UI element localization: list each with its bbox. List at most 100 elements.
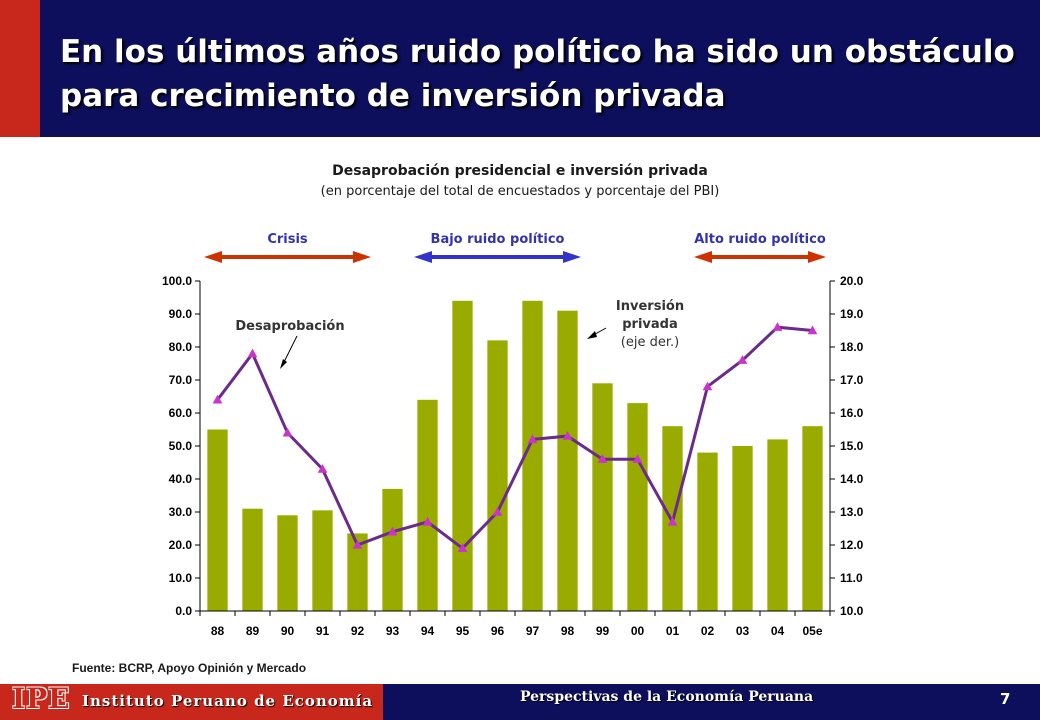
phase-arrow-right-head-0 bbox=[353, 251, 371, 263]
inversion-point-05e bbox=[807, 325, 818, 335]
left-tick-label: 70.0 bbox=[169, 373, 193, 387]
right-tick-label: 17.0 bbox=[840, 373, 864, 387]
inversion-point-94 bbox=[422, 516, 433, 526]
right-tick-label: 20.0 bbox=[840, 274, 864, 288]
x-tick-label: 99 bbox=[596, 624, 610, 638]
chart-subtitle: (en porcentaje del total de encuestados … bbox=[320, 184, 720, 199]
left-tick-label: 100.0 bbox=[162, 274, 192, 288]
phase-arrow-right-head-1 bbox=[563, 251, 581, 263]
right-tick-label: 15.0 bbox=[840, 439, 864, 453]
bar-00 bbox=[627, 403, 648, 611]
right-tick-label: 10.0 bbox=[840, 604, 864, 618]
right-tick-label: 13.0 bbox=[840, 505, 864, 519]
institute-name: Instituto Peruano de Economía bbox=[82, 692, 374, 710]
x-tick-label: 92 bbox=[351, 624, 365, 638]
inversion-point-89 bbox=[247, 348, 258, 358]
left-tick-label: 60.0 bbox=[169, 406, 193, 420]
left-tick-label: 40.0 bbox=[169, 472, 193, 486]
inversion-point-95 bbox=[457, 543, 468, 552]
x-tick-label: 88 bbox=[211, 624, 225, 638]
bar-90 bbox=[277, 515, 298, 611]
left-tick-label: 0.0 bbox=[175, 604, 192, 618]
phase-arrow-left-head-0 bbox=[204, 251, 222, 263]
page-number: 7 bbox=[1000, 690, 1011, 708]
bar-88 bbox=[207, 429, 228, 611]
annotation-inversion-3: (eje der.) bbox=[621, 335, 679, 350]
x-tick-label: 02 bbox=[701, 624, 715, 638]
inversion-point-90 bbox=[282, 427, 293, 437]
annotation-inversion-1: Inversión bbox=[616, 299, 684, 314]
slide-title: En los últimos años ruido político ha si… bbox=[60, 34, 1015, 114]
left-tick-label: 90.0 bbox=[169, 307, 193, 321]
left-tick-label: 50.0 bbox=[169, 439, 193, 453]
x-tick-label: 95 bbox=[456, 624, 470, 638]
bar-93 bbox=[382, 488, 403, 611]
x-tick-label: 98 bbox=[561, 624, 575, 638]
x-tick-label: 90 bbox=[281, 624, 295, 638]
phase-label-1: Bajo ruido político bbox=[431, 232, 565, 247]
phase-arrow-right-head-2 bbox=[808, 251, 826, 263]
inversion-point-98 bbox=[562, 431, 573, 440]
left-tick-label: 30.0 bbox=[169, 505, 193, 519]
inversion-line bbox=[216, 325, 813, 551]
x-tick-label: 89 bbox=[246, 624, 260, 638]
bar-96 bbox=[487, 340, 508, 611]
bar-92 bbox=[347, 533, 368, 611]
right-tick-label: 11.0 bbox=[840, 571, 863, 585]
right-tick-label: 18.0 bbox=[840, 340, 864, 354]
header-accent bbox=[0, 0, 40, 137]
x-tick-label: 93 bbox=[386, 624, 400, 638]
bar-97 bbox=[522, 300, 543, 611]
annotation-inversion-arrowhead bbox=[587, 331, 597, 339]
bar-05e bbox=[802, 426, 823, 611]
bar-89 bbox=[242, 508, 263, 611]
inversion-point-02 bbox=[702, 381, 713, 391]
right-tick-label: 19.0 bbox=[840, 307, 864, 321]
footer-accent bbox=[0, 684, 383, 720]
bar-99 bbox=[592, 383, 613, 611]
left-tick-label: 80.0 bbox=[169, 340, 193, 354]
inversion-point-99 bbox=[597, 454, 608, 463]
left-tick-label: 20.0 bbox=[169, 538, 193, 552]
chart-title: Desaprobación presidencial e inversión p… bbox=[332, 163, 708, 179]
chart-heading: Desaprobación presidencial e inversión p… bbox=[0, 163, 1040, 199]
right-tick-label: 12.0 bbox=[840, 538, 864, 552]
inversion-point-97 bbox=[527, 434, 538, 444]
x-tick-label: 03 bbox=[736, 624, 750, 638]
footer-publication: Perspectivas de la Economía Peruana bbox=[520, 689, 814, 705]
x-tick-label: 94 bbox=[421, 624, 435, 638]
bar-94 bbox=[417, 399, 438, 611]
x-tick-label: 00 bbox=[631, 624, 645, 638]
annotation-desaprobacion: Desaprobación bbox=[235, 319, 344, 334]
inversion-point-03 bbox=[737, 355, 748, 364]
phase-label-2: Alto ruido político bbox=[694, 232, 826, 247]
inversion-point-91 bbox=[317, 464, 328, 473]
bar-04 bbox=[767, 439, 788, 611]
header-bar bbox=[0, 0, 1040, 137]
x-tick-label: 96 bbox=[491, 624, 505, 638]
annotation-desaprobacion-arrowhead bbox=[280, 359, 287, 369]
phase-arrow-left-head-2 bbox=[694, 251, 712, 263]
inversion-point-93 bbox=[387, 526, 398, 536]
x-tick-label: 97 bbox=[526, 624, 540, 638]
inversion-point-00 bbox=[632, 454, 643, 463]
source-note: Fuente: BCRP, Apoyo Opinión y Mercado bbox=[72, 661, 307, 675]
bar-98 bbox=[557, 310, 578, 611]
inversion-point-01 bbox=[667, 516, 678, 526]
chart: Crisis Bajo ruido político Alto ruido polí… bbox=[162, 232, 864, 638]
x-tick-label: 05e bbox=[802, 624, 822, 638]
right-tick-label: 16.0 bbox=[840, 406, 864, 420]
bar-03 bbox=[732, 446, 753, 611]
inversion-point-92 bbox=[352, 539, 363, 549]
left-tick-label: 10.0 bbox=[169, 571, 193, 585]
annotation-inversion-2: privada bbox=[622, 317, 678, 332]
x-tick-label: 01 bbox=[666, 624, 680, 638]
inversion-point-96 bbox=[492, 506, 503, 516]
phase-label-0: Crisis bbox=[267, 232, 308, 247]
bar-95 bbox=[452, 300, 473, 611]
inversion-point-04 bbox=[772, 322, 783, 331]
bar-91 bbox=[312, 510, 333, 611]
ipe-logo: IPE bbox=[12, 682, 71, 715]
x-tick-label: 04 bbox=[771, 624, 785, 638]
bar-02 bbox=[697, 452, 718, 611]
